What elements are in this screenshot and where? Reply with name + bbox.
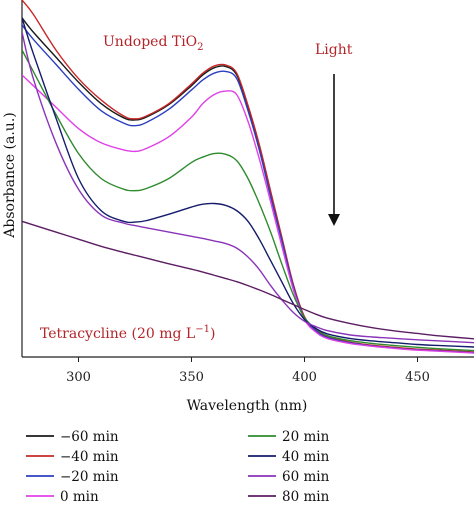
legend-label: −20 min [60, 469, 119, 485]
legend: −60 min −40 min −20 min 0 min 20 min 40 min 60… [26, 429, 330, 505]
legend-label: 40 min [282, 449, 330, 465]
legend-label: 60 min [282, 469, 330, 485]
series-line-6 [22, 31, 474, 344]
series-line-0 [22, 17, 474, 354]
sample-annotation: Undoped TiO2 [103, 34, 204, 53]
plot-area [21, 0, 474, 358]
light-label: Light [315, 42, 353, 58]
legend-label: 0 min [60, 489, 99, 505]
compound-annotation: Tetracycline (20 mg L−1) [40, 324, 215, 342]
x-ticks: 300 350 400 450 [66, 357, 430, 385]
legend-label: 20 min [282, 429, 330, 445]
series-line-4 [22, 49, 474, 352]
series-line-5 [22, 17, 474, 348]
legend-label: −60 min [60, 429, 119, 445]
x-tick-label: 400 [292, 370, 317, 385]
series-lines [22, 0, 474, 354]
series-line-2 [22, 24, 474, 354]
series-line-3 [22, 74, 474, 354]
x-tick-label: 350 [179, 370, 204, 385]
y-axis-label: Absorbance (a.u.) [2, 112, 18, 238]
light-arrow-icon [328, 74, 340, 226]
series-line-1 [22, 0, 474, 353]
x-tick-label: 450 [405, 370, 430, 385]
x-axis-label: Wavelength (nm) [187, 398, 308, 414]
legend-label: 80 min [282, 489, 330, 505]
legend-label: −40 min [60, 449, 119, 465]
x-tick-label: 300 [66, 370, 91, 385]
series-line-7 [22, 220, 474, 340]
